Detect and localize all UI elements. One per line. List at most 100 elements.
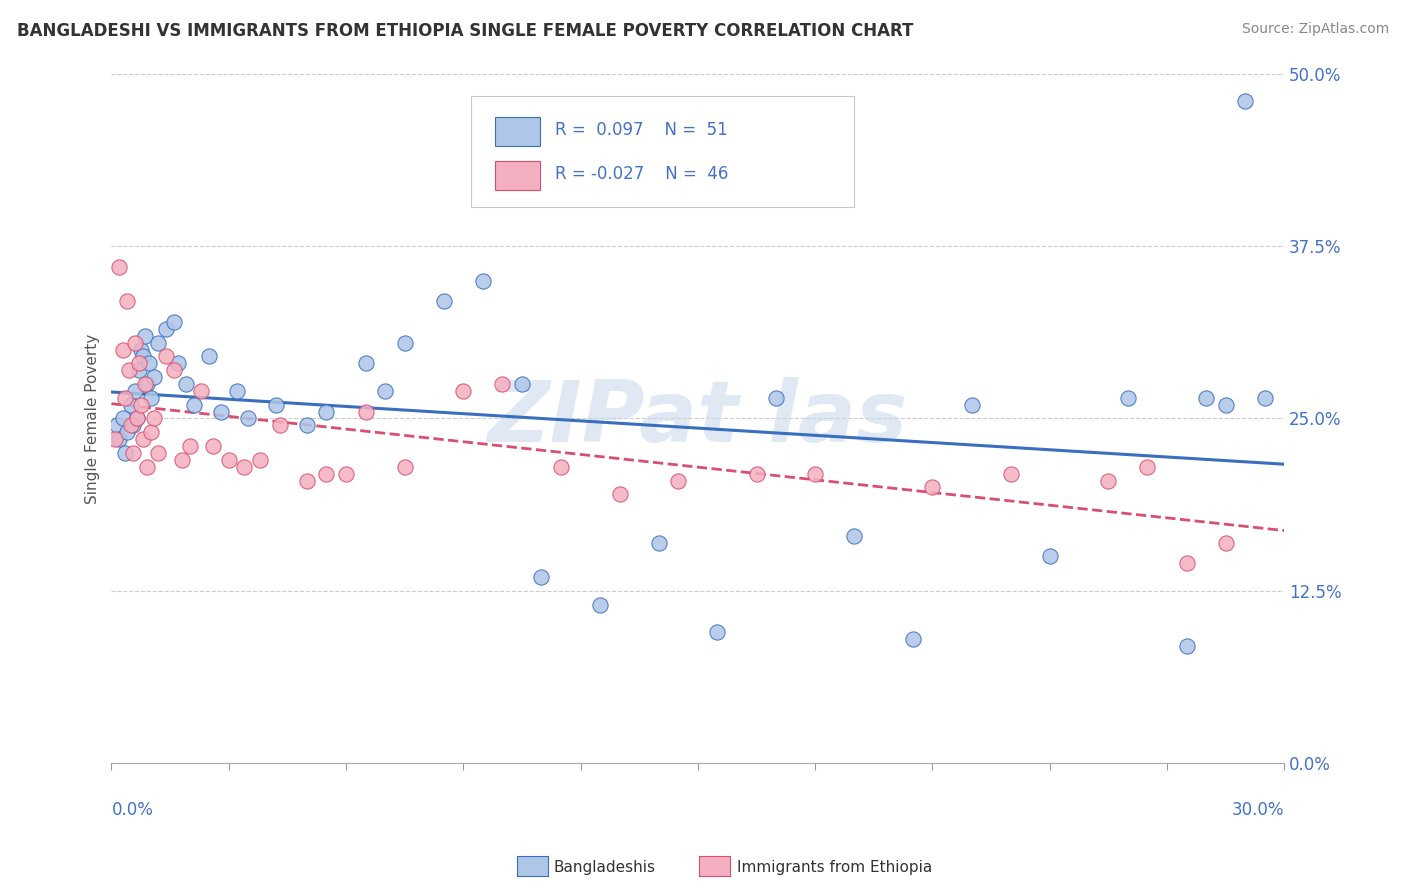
Point xyxy=(209,404,232,418)
Point xyxy=(135,459,157,474)
Point xyxy=(131,350,153,364)
Point xyxy=(1215,535,1237,549)
Point xyxy=(129,398,152,412)
Point xyxy=(148,446,170,460)
Point xyxy=(706,625,728,640)
Point xyxy=(394,459,416,474)
Point xyxy=(108,260,131,274)
Point xyxy=(125,411,148,425)
Point xyxy=(115,425,138,440)
Point xyxy=(550,459,572,474)
Text: Bangladeshis: Bangladeshis xyxy=(554,860,657,874)
Point xyxy=(155,322,177,336)
Point xyxy=(104,432,127,446)
Text: R = -0.027    N =  46: R = -0.027 N = 46 xyxy=(555,165,728,184)
Point xyxy=(1175,556,1198,570)
Point xyxy=(1195,391,1218,405)
Text: ZIPat las: ZIPat las xyxy=(488,377,908,460)
Point xyxy=(295,474,318,488)
Point xyxy=(1039,549,1062,564)
Point xyxy=(120,398,142,412)
Point xyxy=(1116,391,1139,405)
Point xyxy=(198,350,221,364)
Point xyxy=(589,598,612,612)
Point xyxy=(134,328,156,343)
Point xyxy=(295,418,318,433)
Point xyxy=(510,377,533,392)
Point xyxy=(530,570,553,584)
Text: Source: ZipAtlas.com: Source: ZipAtlas.com xyxy=(1241,22,1389,37)
Point xyxy=(134,377,156,392)
Point xyxy=(138,356,160,370)
Point xyxy=(148,335,170,350)
Point xyxy=(960,398,983,412)
Text: R =  0.097    N =  51: R = 0.097 N = 51 xyxy=(555,121,727,139)
Point xyxy=(1136,459,1159,474)
Point xyxy=(453,384,475,398)
Point xyxy=(105,418,128,433)
Point xyxy=(170,453,193,467)
Point xyxy=(1097,474,1119,488)
Point xyxy=(609,487,631,501)
Point xyxy=(125,411,148,425)
Point xyxy=(233,459,256,474)
Point xyxy=(471,274,494,288)
Point xyxy=(804,467,827,481)
Point xyxy=(844,529,866,543)
Point xyxy=(249,453,271,467)
Point xyxy=(1000,467,1022,481)
Point xyxy=(155,350,177,364)
Point xyxy=(745,467,768,481)
Point xyxy=(238,411,260,425)
FancyBboxPatch shape xyxy=(471,95,853,207)
Point xyxy=(143,411,166,425)
Point xyxy=(114,391,136,405)
Point xyxy=(179,439,201,453)
Point xyxy=(269,418,291,433)
Y-axis label: Single Female Poverty: Single Female Poverty xyxy=(86,334,100,504)
Text: 30.0%: 30.0% xyxy=(1232,801,1284,819)
Point xyxy=(190,384,212,398)
Point xyxy=(666,474,689,488)
Point xyxy=(335,467,357,481)
Point xyxy=(264,398,287,412)
Point xyxy=(139,391,162,405)
Point xyxy=(921,480,943,494)
FancyBboxPatch shape xyxy=(495,117,540,146)
Point xyxy=(139,425,162,440)
Point xyxy=(374,384,396,398)
Point xyxy=(129,343,152,357)
Point xyxy=(1234,95,1257,109)
FancyBboxPatch shape xyxy=(495,161,540,190)
Point xyxy=(315,467,337,481)
Point xyxy=(135,377,157,392)
Point xyxy=(122,446,145,460)
Point xyxy=(167,356,190,370)
Point xyxy=(225,384,247,398)
Text: 0.0%: 0.0% xyxy=(111,801,153,819)
Point xyxy=(120,418,142,433)
Point xyxy=(143,370,166,384)
Point xyxy=(394,335,416,350)
Point xyxy=(218,453,240,467)
Point xyxy=(122,418,145,433)
Point xyxy=(901,632,924,647)
Point xyxy=(1215,398,1237,412)
Point xyxy=(1175,639,1198,653)
Point xyxy=(765,391,787,405)
Point xyxy=(112,343,135,357)
Point xyxy=(433,294,456,309)
Point xyxy=(131,432,153,446)
Point xyxy=(115,294,138,309)
Point xyxy=(112,411,135,425)
Point xyxy=(163,363,186,377)
Point xyxy=(124,384,146,398)
Point xyxy=(202,439,225,453)
Point xyxy=(354,404,377,418)
Point xyxy=(163,315,186,329)
Point xyxy=(1254,391,1277,405)
Point xyxy=(648,535,671,549)
Point xyxy=(128,356,150,370)
Point xyxy=(118,363,141,377)
Point xyxy=(174,377,197,392)
